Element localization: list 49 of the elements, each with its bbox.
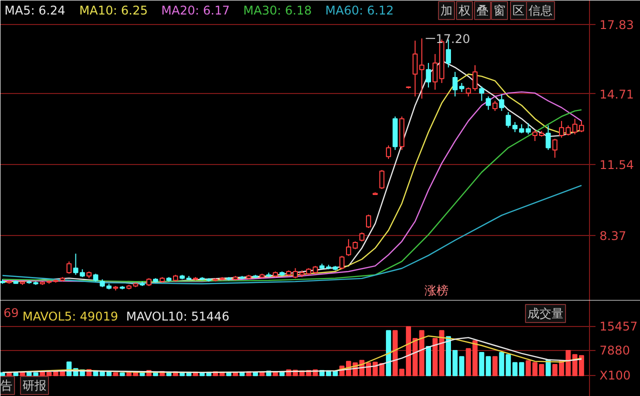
y-tick-label: X100	[600, 368, 631, 383]
annotation: 涨榜	[424, 284, 448, 298]
candlestick	[492, 100, 498, 112]
bar	[486, 356, 491, 376]
annotation: 研报	[22, 378, 46, 392]
annotation: 17.20	[436, 32, 470, 46]
candlestick	[486, 96, 491, 110]
y-tick-label: 14.71	[600, 87, 634, 102]
annotation: 信息	[528, 4, 552, 18]
candlestick	[386, 144, 392, 160]
annotation: 加	[440, 4, 452, 18]
text: MA30: 6.18	[243, 4, 312, 18]
bar	[0, 372, 6, 376]
y-tick-label: 8.37	[600, 228, 626, 243]
bar	[113, 372, 118, 376]
bar	[426, 346, 432, 376]
candlestick	[379, 170, 384, 190]
y-tick-label: 7880	[600, 344, 630, 358]
candlestick	[552, 138, 558, 158]
annotation: 成交量	[528, 306, 564, 320]
annotation: 区	[512, 4, 524, 18]
candlestick	[66, 260, 72, 274]
bar	[20, 372, 26, 376]
text: MA10: 6.25	[79, 4, 148, 18]
candlestick	[366, 214, 372, 229]
bar	[13, 372, 18, 376]
annotation: 告	[0, 378, 12, 392]
candlestick	[426, 62, 432, 88]
text: MA20: 6.17	[161, 4, 230, 18]
y-tick-label: 11.54	[600, 158, 634, 172]
text: MAVOL10: 51446	[126, 310, 230, 324]
candlestick	[339, 255, 344, 270]
annotation: 窗	[494, 4, 506, 18]
annotation: 叠	[476, 4, 488, 18]
annotation: 69	[4, 306, 19, 320]
y-tick-label: 17.83	[600, 18, 634, 32]
y-tick-label: 15457	[600, 320, 638, 334]
bar	[120, 372, 125, 376]
candlestick	[479, 86, 484, 102]
bar	[386, 330, 392, 376]
candlestick	[546, 124, 551, 150]
text: MA60: 6.12	[325, 4, 394, 18]
text: MAVOL5: 49019	[22, 310, 118, 324]
text: MA5: 6.24	[4, 4, 66, 18]
bar	[492, 356, 498, 376]
candlestick	[499, 94, 504, 112]
annotation: 权	[458, 4, 470, 18]
bar	[392, 330, 398, 376]
bar	[479, 352, 484, 376]
